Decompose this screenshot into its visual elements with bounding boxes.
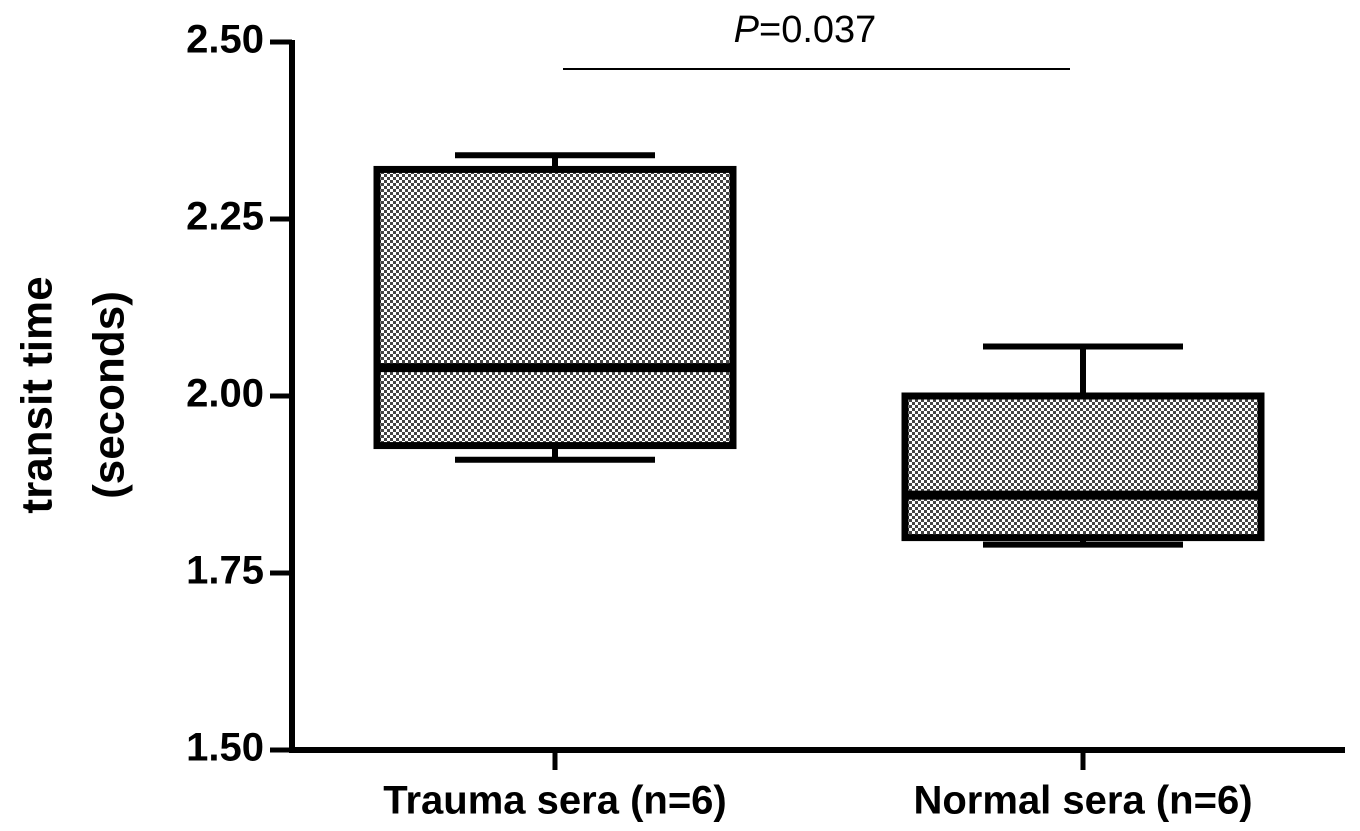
p-text: =0.037 xyxy=(759,9,876,51)
y-tick-label: 2.00 xyxy=(186,372,264,416)
y-tick-label: 2.50 xyxy=(186,18,264,62)
x-tick-label: Normal sera (n=6) xyxy=(913,779,1252,823)
p-symbol: P xyxy=(734,9,760,51)
x-tick-label: Trauma sera (n=6) xyxy=(383,779,727,823)
box xyxy=(901,392,1265,542)
p-value-annotation: P=0.037 xyxy=(734,9,877,51)
y-axis-label: (seconds) xyxy=(85,291,134,499)
y-tick-label: 2.25 xyxy=(186,195,264,239)
y-axis-label: transit time xyxy=(13,276,62,513)
y-tick-label: 1.50 xyxy=(186,726,264,770)
y-tick-label: 1.75 xyxy=(186,549,264,593)
box xyxy=(373,165,737,450)
